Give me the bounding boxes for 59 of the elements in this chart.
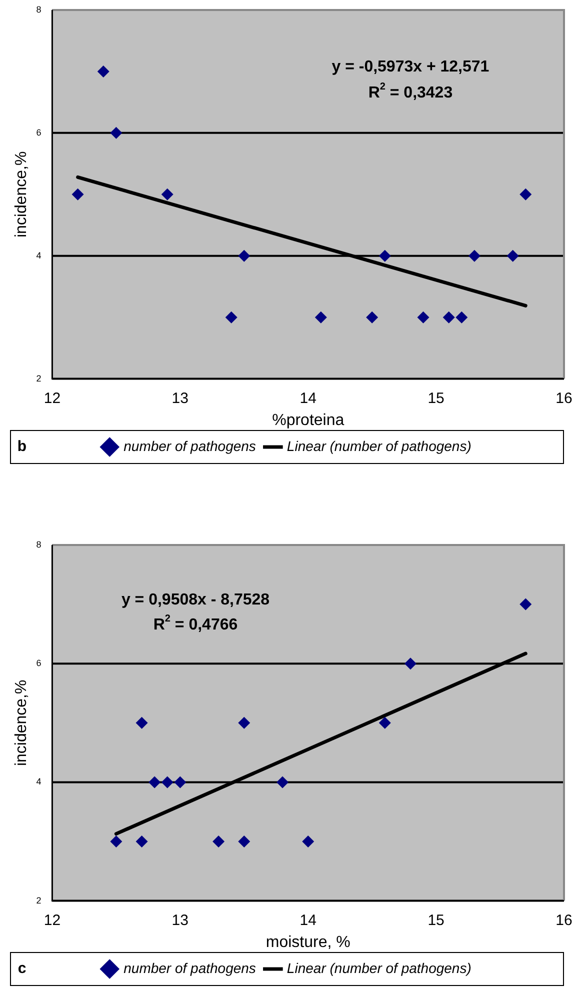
point bbox=[110, 126, 122, 139]
y-tick-label: 4 bbox=[36, 250, 42, 260]
x-tick-label: 13 bbox=[172, 912, 188, 929]
text: c bbox=[18, 960, 26, 978]
point bbox=[366, 311, 378, 324]
x-tick-label: 12 bbox=[44, 912, 61, 929]
x-tick-label: 13 bbox=[172, 390, 188, 407]
x-tick-label: 16 bbox=[556, 912, 572, 929]
x-axis-title: moisture, % bbox=[266, 934, 350, 951]
point bbox=[136, 836, 148, 848]
y-tick-label: 4 bbox=[36, 776, 42, 787]
y-tick-label: 2 bbox=[36, 373, 42, 384]
point bbox=[174, 776, 186, 788]
point bbox=[468, 250, 480, 262]
point bbox=[378, 716, 391, 729]
point bbox=[276, 776, 289, 788]
annotation: y = 0,9508x - 8,7528 bbox=[121, 592, 270, 609]
point bbox=[136, 716, 148, 729]
point bbox=[161, 188, 174, 200]
x-tick-label: 14 bbox=[300, 390, 316, 407]
legend-label: Linear (number of pathogens) bbox=[286, 960, 472, 976]
legend-label: number of pathogens bbox=[124, 960, 256, 976]
point bbox=[97, 65, 110, 78]
x-tick-label: 15 bbox=[428, 912, 444, 929]
point bbox=[238, 716, 250, 729]
point bbox=[404, 658, 416, 670]
legend-label: number of pathogens bbox=[124, 438, 256, 454]
x-axis-title: %proteina bbox=[272, 412, 344, 429]
point bbox=[110, 836, 122, 848]
point bbox=[302, 836, 314, 848]
x-tick-label: 12 bbox=[44, 390, 61, 407]
y-axis-title: incidence,% bbox=[13, 680, 30, 766]
point bbox=[442, 311, 455, 324]
point bbox=[520, 598, 532, 610]
point bbox=[148, 776, 161, 788]
annotation: y = -0,5973x + 12,571 bbox=[332, 58, 490, 76]
point bbox=[238, 836, 250, 848]
y-tick-label: 2 bbox=[36, 895, 42, 906]
point bbox=[506, 250, 519, 262]
y-tick-label: 6 bbox=[36, 658, 42, 668]
x-tick-label: 15 bbox=[428, 390, 444, 407]
point bbox=[212, 836, 225, 848]
point bbox=[238, 250, 250, 262]
point bbox=[378, 250, 391, 262]
point bbox=[72, 188, 84, 200]
point bbox=[225, 311, 238, 324]
point bbox=[314, 311, 327, 324]
point bbox=[520, 188, 532, 200]
point bbox=[417, 311, 430, 324]
legend-label: Linear (number of pathogens) bbox=[286, 438, 472, 454]
x-tick-label: 14 bbox=[300, 912, 316, 929]
x-tick-label: 16 bbox=[556, 390, 572, 407]
y-tick-label: 6 bbox=[36, 127, 42, 138]
y-axis-title: incidence,% bbox=[13, 151, 30, 238]
point bbox=[161, 776, 174, 788]
y-tick-label: 8 bbox=[36, 4, 42, 14]
y-tick-label: 8 bbox=[36, 539, 42, 550]
text: b bbox=[17, 438, 27, 456]
point bbox=[456, 311, 468, 324]
